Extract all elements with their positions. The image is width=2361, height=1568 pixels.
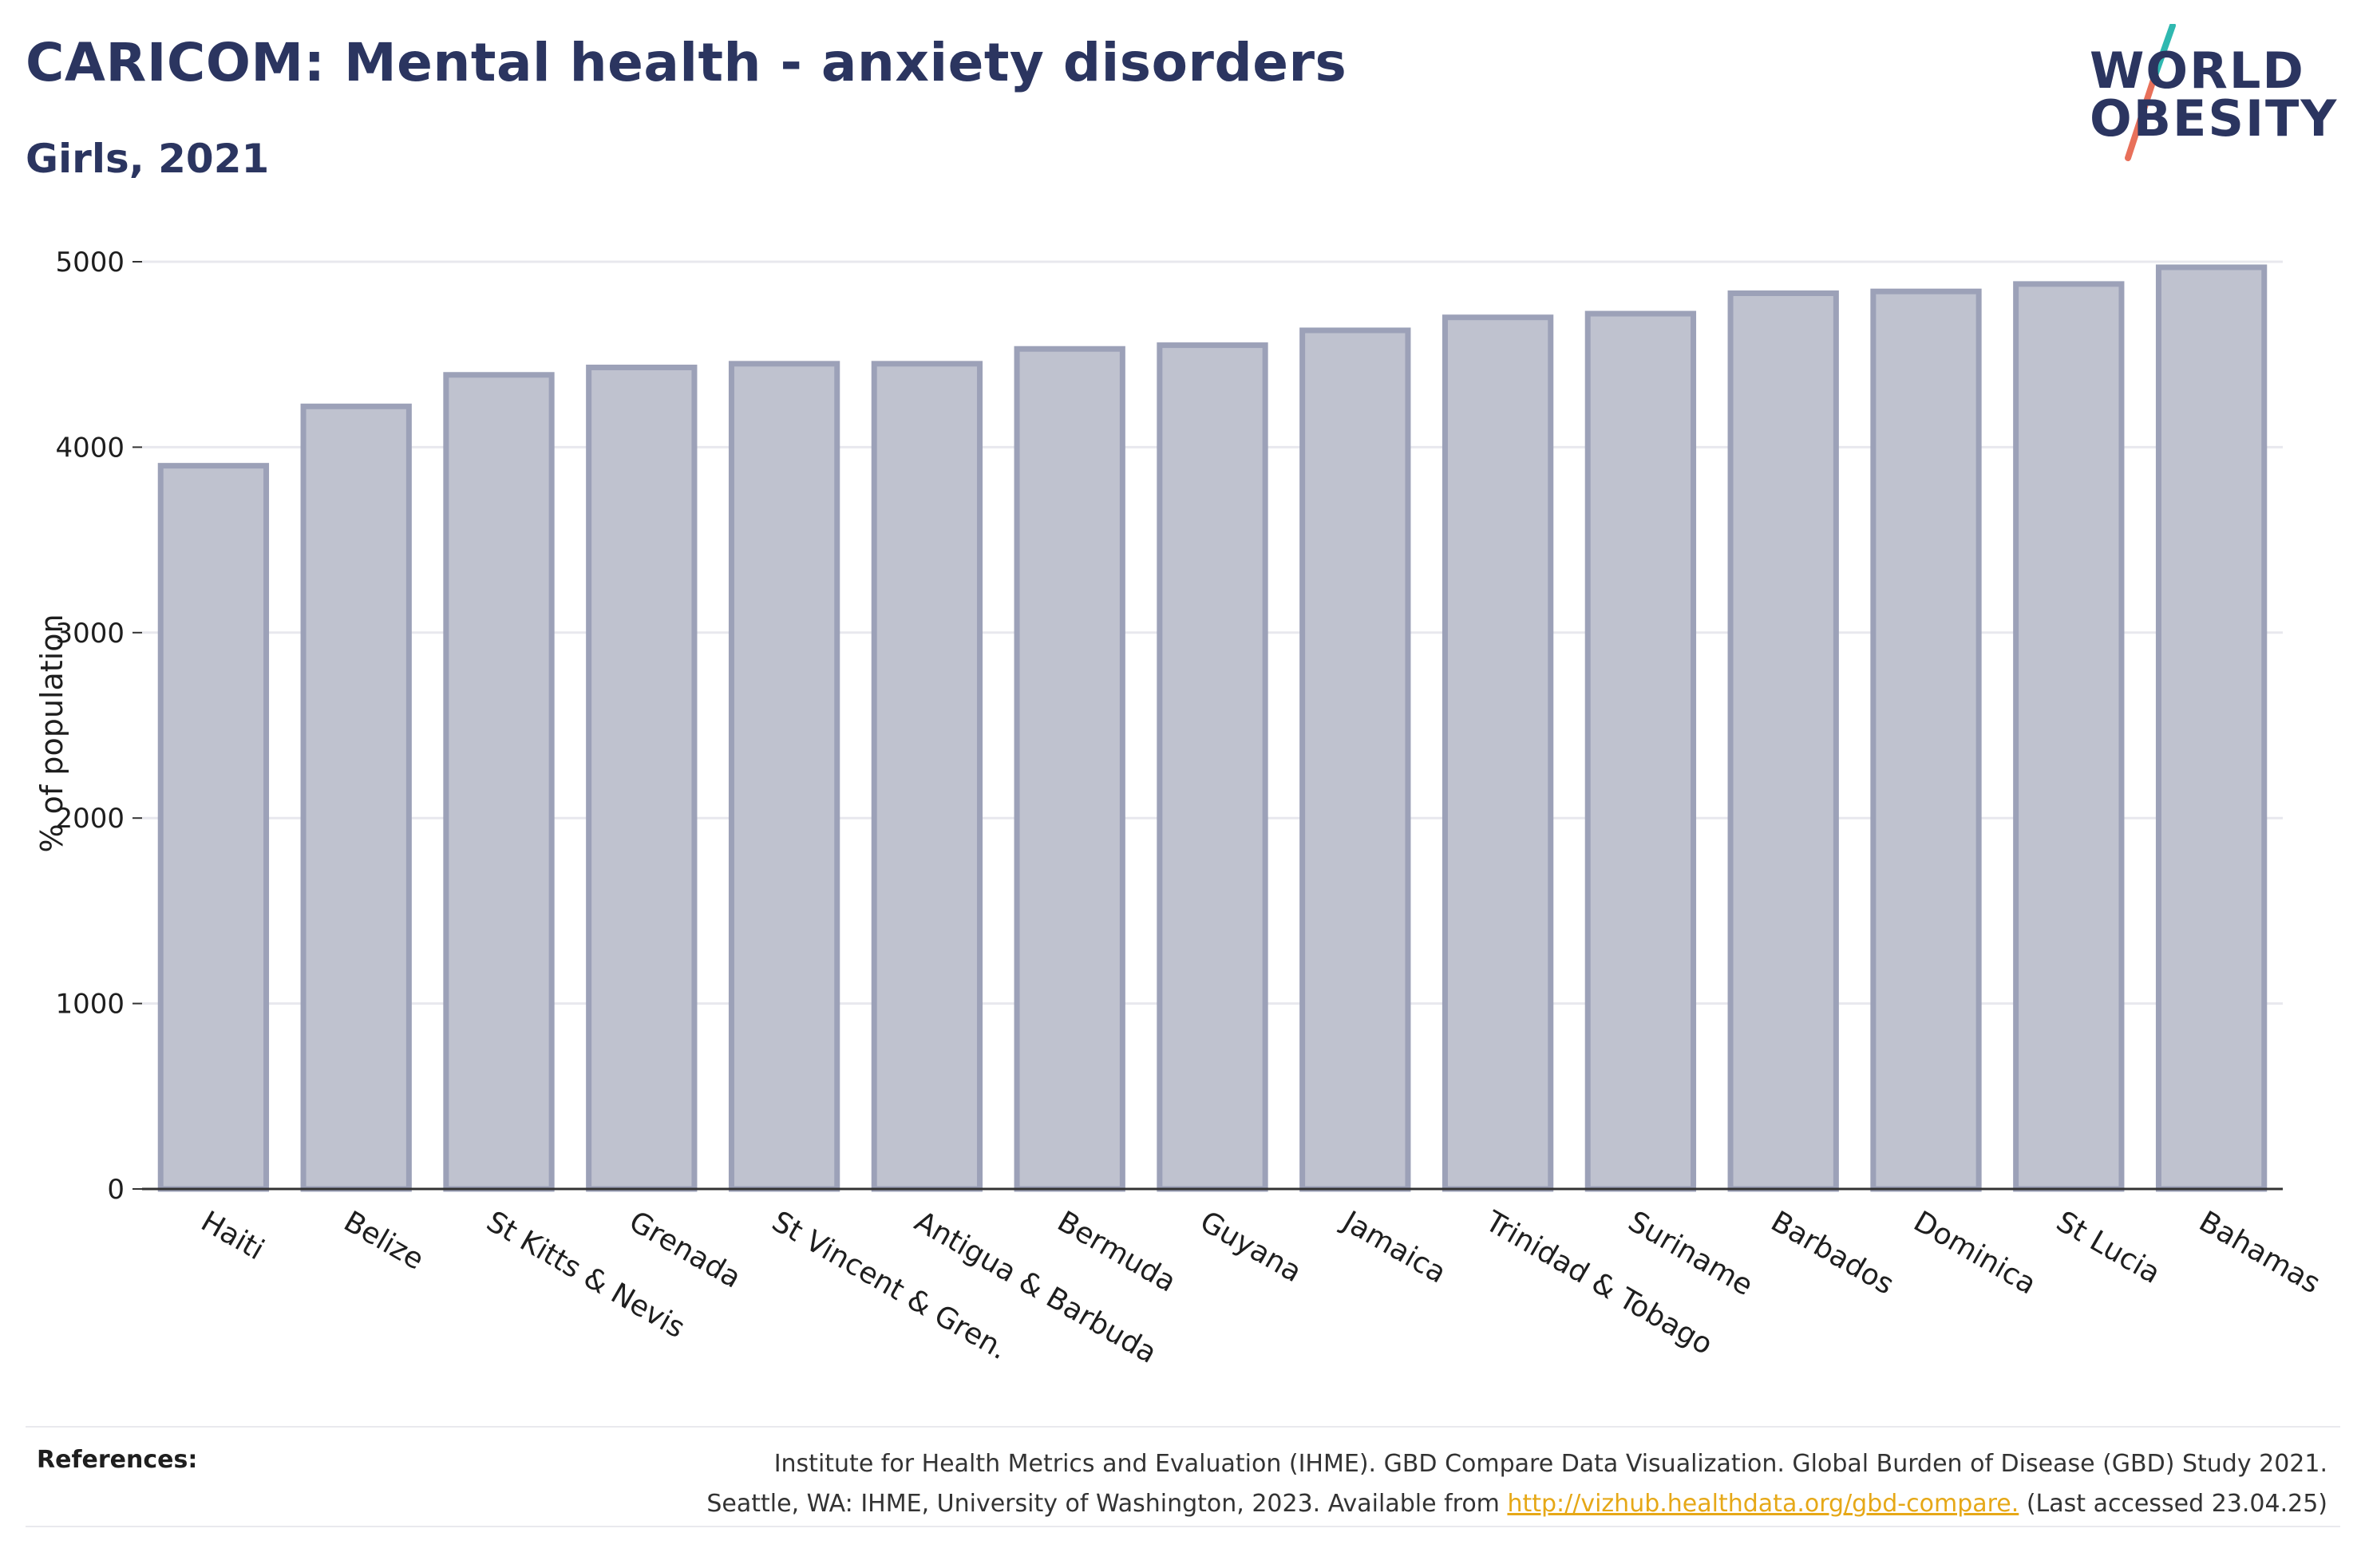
x-tick-label: Trinidad & Tobago <box>1479 1205 1718 1361</box>
references-text: Institute for Health Metrics and Evaluat… <box>706 1444 2327 1524</box>
logo-line-1: WORLD <box>2090 41 2305 100</box>
x-tick-label: Guyana <box>1195 1205 1307 1289</box>
references-bottom-divider <box>26 1526 2340 1527</box>
references-line-2-suffix: (Last accessed 23.04.25) <box>2019 1490 2327 1518</box>
bar-11 <box>1584 310 1697 1192</box>
x-tick-label: Barbados <box>1766 1205 1900 1301</box>
bar-15 <box>2155 264 2268 1192</box>
bar-12 <box>1727 290 1839 1192</box>
y-tick-label: 4000 <box>55 432 125 464</box>
x-tick-label: Dominica <box>1908 1205 2042 1301</box>
y-tick-label: 5000 <box>55 247 125 278</box>
chart-title: CARICOM: Mental health - anxiety disorde… <box>26 32 1347 93</box>
bar-9 <box>1299 327 1411 1192</box>
x-tick-label: Jamaica <box>1336 1204 1452 1290</box>
bar-8 <box>1157 342 1268 1192</box>
y-tick-label: 1000 <box>55 989 125 1021</box>
references-line-1: Institute for Health Metrics and Evaluat… <box>773 1450 2327 1478</box>
bar-1 <box>157 463 270 1192</box>
x-tick-label: Grenada <box>623 1205 746 1294</box>
references-line-2: Seattle, WA: IHME, University of Washing… <box>706 1484 2327 1524</box>
chart-subtitle: Girls, 2021 <box>26 136 270 182</box>
x-tick-label: Suriname <box>1623 1205 1758 1302</box>
references-link[interactable]: http://vizhub.healthdata.org/gbd-compare… <box>1507 1490 2019 1518</box>
x-tick-label: St Lucia <box>2051 1205 2165 1290</box>
logo-line-2: OBESITY <box>2090 89 2339 148</box>
x-tick-label: Bahamas <box>2193 1205 2326 1300</box>
y-tick-label: 0 <box>107 1174 125 1206</box>
y-tick-label: 2000 <box>55 803 125 835</box>
references-label: References: <box>37 1446 198 1474</box>
y-axis-label: % of population <box>34 614 69 852</box>
references-line-2-prefix: Seattle, WA: IHME, University of Washing… <box>706 1490 1508 1518</box>
bar-6 <box>871 361 983 1192</box>
bar-3 <box>443 372 555 1192</box>
bar-5 <box>728 361 840 1192</box>
bar-13 <box>1870 288 1982 1192</box>
bar-10 <box>1442 314 1554 1192</box>
references-top-divider <box>26 1426 2340 1428</box>
x-tick-label: St Vincent & Gren. <box>766 1205 1013 1366</box>
y-tick-label: 3000 <box>55 618 125 650</box>
world-obesity-logo: WORLD OBESITY <box>2075 24 2347 168</box>
logo-slash-icon <box>2125 24 2176 161</box>
bar-7 <box>1014 346 1125 1192</box>
x-tick-label: Antigua & Barbuda <box>909 1205 1162 1370</box>
bar-2 <box>300 403 412 1192</box>
x-tick-label: Belize <box>338 1205 429 1276</box>
bar-4 <box>586 364 698 1192</box>
bar-14 <box>2013 281 2125 1192</box>
x-tick-label: Bermuda <box>1052 1205 1181 1298</box>
x-tick-label: Haiti <box>196 1205 270 1266</box>
